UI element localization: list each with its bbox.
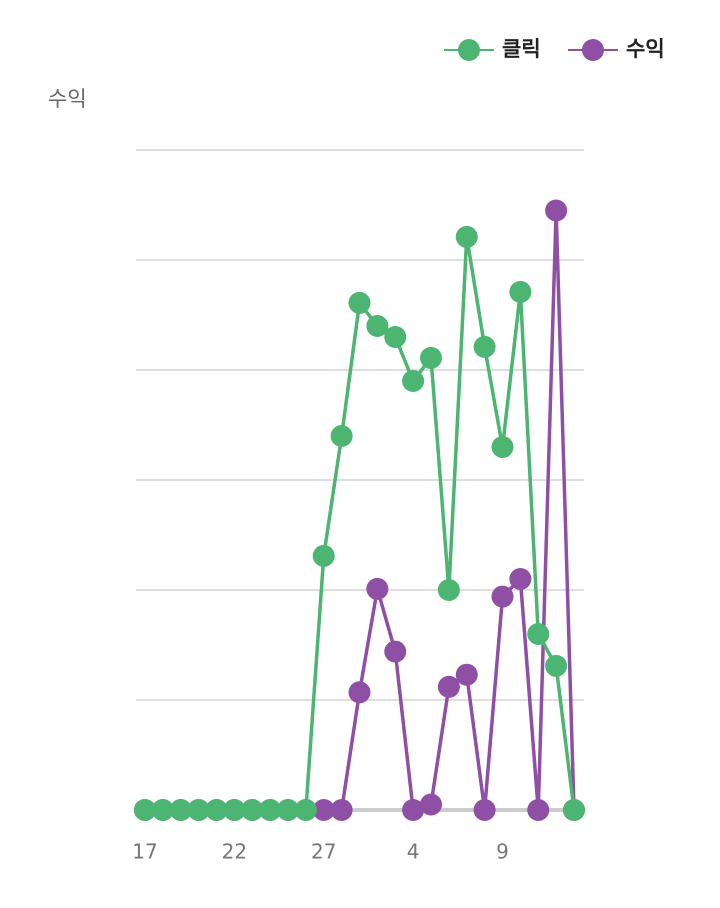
point — [366, 577, 389, 600]
point — [491, 436, 514, 458]
x-tick-label: 22 — [222, 840, 247, 864]
point — [312, 799, 335, 821]
point — [169, 799, 192, 821]
point — [545, 654, 568, 677]
point — [330, 799, 353, 821]
point — [277, 799, 299, 821]
point — [134, 799, 156, 821]
legend-label: 클릭 — [502, 37, 541, 61]
point — [402, 370, 425, 392]
point — [455, 663, 478, 686]
point — [473, 335, 496, 358]
point — [366, 315, 389, 337]
point — [527, 799, 550, 821]
point — [420, 346, 442, 369]
point — [509, 568, 532, 590]
point — [527, 623, 550, 645]
point — [151, 799, 174, 821]
point — [420, 793, 442, 816]
point — [312, 544, 335, 567]
point — [402, 799, 425, 821]
x-tick-label: 9 — [496, 840, 509, 864]
point — [384, 326, 407, 348]
point — [473, 799, 496, 821]
point — [509, 280, 532, 303]
point — [437, 675, 460, 698]
point — [348, 291, 371, 314]
point — [348, 681, 371, 704]
point — [455, 225, 478, 248]
series-line — [145, 235, 576, 812]
point — [545, 199, 568, 222]
x-tick-label: 17 — [132, 840, 157, 864]
point — [384, 640, 407, 663]
x-tick-label: 27 — [311, 840, 336, 864]
point — [294, 799, 317, 821]
legend-marker — [458, 39, 480, 61]
x-tick-label: 4 — [407, 840, 420, 864]
point — [187, 799, 210, 821]
legend-marker — [582, 39, 604, 61]
point — [259, 799, 282, 821]
point — [205, 799, 228, 821]
point — [437, 579, 460, 601]
point — [491, 585, 514, 608]
point — [241, 799, 264, 821]
point — [563, 799, 585, 821]
legend-label: 수익 — [626, 37, 665, 61]
point — [330, 425, 353, 447]
point — [223, 799, 246, 821]
y-axis-label: 수익 — [48, 87, 87, 111]
